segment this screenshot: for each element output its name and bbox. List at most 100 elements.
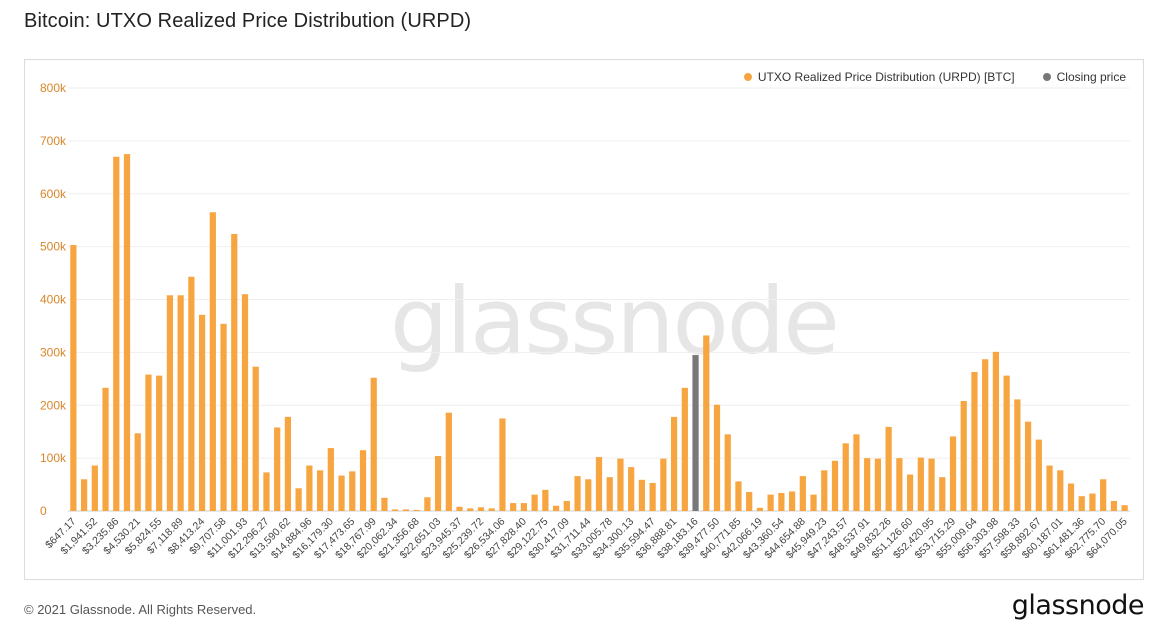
bar[interactable]: [145, 374, 152, 511]
bar[interactable]: [864, 458, 871, 512]
bar[interactable]: [960, 401, 967, 511]
bar[interactable]: [413, 509, 420, 511]
bar[interactable]: [1110, 500, 1118, 511]
legend-item-urpd[interactable]: UTXO Realized Price Distribution (URPD) …: [743, 70, 1015, 84]
bar[interactable]: [542, 489, 549, 511]
bar[interactable]: [102, 387, 109, 511]
bar[interactable]: [424, 497, 431, 511]
bar[interactable]: [949, 436, 957, 511]
bar[interactable]: [1046, 465, 1053, 511]
bar[interactable]: [799, 476, 806, 511]
bar[interactable]: [113, 156, 120, 512]
bar[interactable]: [166, 295, 174, 511]
bar[interactable]: [467, 508, 474, 511]
bar[interactable]: [209, 212, 216, 511]
bar[interactable]: [552, 505, 560, 511]
bar[interactable]: [703, 335, 710, 511]
bar[interactable]: [370, 377, 377, 511]
bar[interactable]: [649, 482, 656, 511]
bar[interactable]: [681, 387, 688, 511]
closing-price-bar[interactable]: [692, 355, 699, 511]
bar[interactable]: [939, 477, 946, 511]
bar[interactable]: [788, 491, 796, 511]
bar[interactable]: [402, 509, 410, 511]
bar[interactable]: [917, 457, 924, 511]
bar[interactable]: [188, 276, 195, 511]
bar[interactable]: [1003, 375, 1010, 511]
bar[interactable]: [1089, 493, 1096, 511]
bar[interactable]: [606, 477, 613, 511]
bar[interactable]: [874, 458, 882, 511]
bar[interactable]: [381, 497, 388, 511]
bar[interactable]: [349, 471, 356, 511]
bar[interactable]: [392, 509, 399, 511]
bar[interactable]: [510, 503, 517, 511]
bar[interactable]: [713, 404, 721, 511]
bar[interactable]: [531, 494, 538, 511]
bar[interactable]: [134, 433, 141, 511]
bar[interactable]: [906, 474, 914, 511]
bar[interactable]: [617, 458, 624, 511]
bar[interactable]: [1035, 439, 1042, 511]
bar[interactable]: [338, 475, 345, 511]
bar[interactable]: [1067, 483, 1075, 512]
bar[interactable]: [767, 494, 774, 511]
bar[interactable]: [1121, 505, 1128, 511]
bar[interactable]: [831, 460, 839, 511]
bar[interactable]: [220, 323, 227, 511]
bar[interactable]: [885, 426, 892, 511]
bar[interactable]: [756, 507, 764, 511]
bar[interactable]: [306, 465, 313, 511]
bar[interactable]: [456, 506, 463, 511]
bar[interactable]: [488, 508, 495, 511]
bar[interactable]: [821, 470, 828, 511]
bar[interactable]: [628, 467, 635, 511]
bar[interactable]: [574, 476, 581, 511]
bar[interactable]: [896, 458, 903, 512]
bar[interactable]: [670, 416, 678, 511]
bar[interactable]: [284, 416, 292, 511]
bar[interactable]: [735, 481, 742, 511]
bar[interactable]: [520, 503, 528, 511]
bar[interactable]: [1078, 496, 1085, 511]
bar[interactable]: [928, 458, 935, 511]
bar[interactable]: [477, 507, 485, 511]
legend-item-closing-price[interactable]: Closing price: [1042, 70, 1126, 84]
bar[interactable]: [316, 470, 324, 511]
bar[interactable]: [724, 434, 731, 511]
bar[interactable]: [198, 314, 206, 511]
bar[interactable]: [595, 457, 603, 511]
bar[interactable]: [778, 493, 785, 511]
bar[interactable]: [295, 488, 302, 511]
bar[interactable]: [746, 491, 753, 511]
glassnode-logo[interactable]: glassnode: [1011, 590, 1145, 621]
bar[interactable]: [563, 500, 570, 511]
bar[interactable]: [70, 245, 77, 512]
bar[interactable]: [359, 450, 367, 511]
bar[interactable]: [231, 233, 238, 511]
bar[interactable]: [585, 479, 592, 511]
bar[interactable]: [434, 456, 442, 511]
bar[interactable]: [842, 443, 849, 511]
bar[interactable]: [810, 494, 817, 511]
bar[interactable]: [156, 375, 163, 511]
bar[interactable]: [1100, 479, 1107, 511]
bar[interactable]: [992, 351, 1000, 511]
bar[interactable]: [638, 479, 646, 511]
bar[interactable]: [1024, 421, 1032, 511]
bar[interactable]: [660, 458, 667, 511]
bar[interactable]: [123, 154, 131, 511]
bar[interactable]: [80, 479, 88, 511]
bar[interactable]: [499, 418, 506, 511]
bar[interactable]: [445, 412, 452, 511]
bar[interactable]: [971, 371, 978, 511]
bar[interactable]: [853, 434, 860, 511]
bar[interactable]: [241, 294, 249, 511]
bar[interactable]: [263, 472, 270, 511]
bar[interactable]: [1057, 470, 1064, 511]
bar[interactable]: [1014, 399, 1021, 511]
bar[interactable]: [91, 465, 98, 511]
bar[interactable]: [982, 359, 989, 511]
bar[interactable]: [327, 448, 334, 511]
bar[interactable]: [274, 427, 281, 511]
